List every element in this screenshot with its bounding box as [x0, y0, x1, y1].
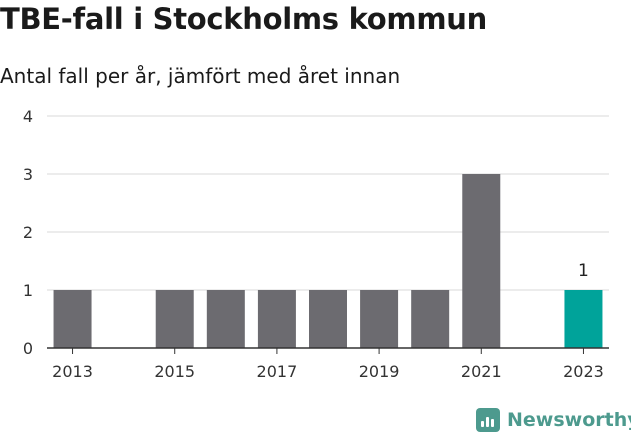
bar-2019 [360, 290, 399, 348]
chart-title: TBE-fall i Stockholms kommun [0, 2, 487, 36]
data-label: 1 [578, 261, 589, 281]
x-tick-label: 2021 [461, 362, 502, 381]
newsworthy-logo-icon [476, 408, 500, 432]
y-tick-label: 0 [23, 339, 33, 358]
x-tick-label: 2017 [257, 362, 298, 381]
brand-name: Newsworthy [507, 409, 631, 431]
x-axis-ticks: 2013 2015 2017 2019 2021 2023 [52, 348, 604, 381]
bar-2020 [411, 290, 450, 348]
x-tick-label: 2019 [359, 362, 400, 381]
bar-2016 [206, 290, 245, 348]
y-tick-label: 1 [23, 281, 33, 300]
y-tick-label: 2 [23, 223, 33, 242]
bar-2021 [462, 174, 501, 348]
x-tick-label: 2013 [52, 362, 93, 381]
y-tick-label: 4 [23, 107, 33, 126]
y-axis-ticks: 0 1 2 3 4 [23, 107, 33, 358]
y-tick-label: 3 [23, 165, 33, 184]
bars [47, 174, 609, 349]
chart-subtitle: Antal fall per år, jämfört med året inna… [0, 64, 401, 88]
data-labels: 1 [578, 261, 589, 281]
x-tick-label: 2015 [154, 362, 195, 381]
x-tick-label: 2023 [563, 362, 604, 381]
bar-2018 [309, 290, 347, 348]
bar-2023 [564, 290, 603, 348]
gridlines [47, 115, 609, 291]
bar-2013 [53, 290, 92, 348]
bar-2015 [155, 290, 194, 348]
bar-2017 [257, 290, 296, 348]
newsworthy-brand: Newsworthy [476, 408, 631, 432]
